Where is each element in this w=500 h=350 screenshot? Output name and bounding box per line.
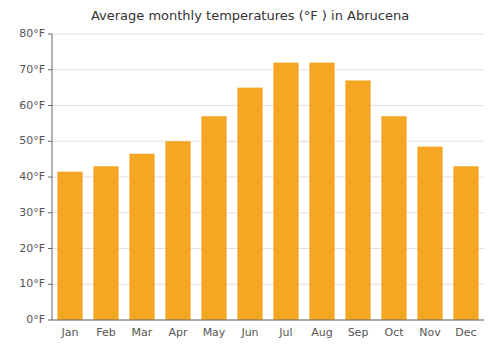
x-tick-label: Aug: [311, 326, 332, 339]
x-tick-label: Feb: [96, 326, 115, 339]
y-tick-label: 70°F: [19, 63, 45, 76]
x-tick-label: Jun: [240, 326, 258, 339]
bar: [57, 172, 82, 320]
bar: [345, 80, 370, 320]
x-tick-label: Oct: [384, 326, 404, 339]
x-tick-label: Apr: [168, 326, 188, 339]
y-axis-line: [52, 34, 53, 320]
bar: [93, 166, 118, 320]
y-tick-label: 80°F: [19, 27, 45, 40]
y-tick: [48, 105, 52, 106]
x-tick-label: Jan: [61, 326, 79, 339]
x-axis: Jan Feb Mar Apr May Jun Jul Aug Sep Oct Nov Dec: [52, 320, 484, 339]
chart-container: 0°F 10°F 20°F 30°F 40°F 50°F 60°F 70°F 80°F Jan Fe…: [0, 0, 500, 350]
x-tick-label: Mar: [132, 326, 153, 339]
bar: [129, 154, 154, 320]
bar: [201, 116, 226, 320]
y-tick: [48, 248, 52, 249]
x-axis-line: [52, 320, 484, 321]
bar: [309, 63, 334, 320]
y-tick: [48, 320, 52, 321]
chart-svg: 0°F 10°F 20°F 30°F 40°F 50°F 60°F 70°F 80°F Jan Fe…: [0, 0, 500, 350]
bar: [417, 147, 442, 320]
bar: [381, 116, 406, 320]
y-tick: [48, 212, 52, 213]
y-tick: [48, 69, 52, 70]
grid-line: [52, 105, 484, 106]
bar: [165, 141, 190, 320]
bars: [57, 63, 478, 320]
y-tick-label: 30°F: [19, 206, 45, 219]
bar: [453, 166, 478, 320]
grid-line: [52, 320, 484, 321]
x-tick-label: Jul: [278, 326, 292, 339]
y-tick: [48, 284, 52, 285]
x-tick-label: Sep: [348, 326, 369, 339]
y-tick-label: 20°F: [19, 242, 45, 255]
grid-line: [52, 34, 484, 35]
chart-title: Average monthly temperatures (°F ) in Ab…: [91, 8, 409, 23]
y-tick-label: 10°F: [19, 277, 45, 290]
y-tick: [48, 141, 52, 142]
y-tick-label: 0°F: [26, 313, 45, 326]
y-tick-label: 50°F: [19, 134, 45, 147]
y-tick-label: 60°F: [19, 99, 45, 112]
bar: [273, 63, 298, 320]
x-tick-label: May: [203, 326, 226, 339]
y-grid: [52, 34, 484, 320]
bar: [237, 88, 262, 320]
grid-line: [52, 69, 484, 70]
y-tick: [48, 34, 52, 35]
x-tick-label: Nov: [419, 326, 441, 339]
y-axis: 0°F 10°F 20°F 30°F 40°F 50°F 60°F 70°F 80°F: [19, 27, 52, 326]
grid-line: [52, 141, 484, 142]
y-tick-label: 40°F: [19, 170, 45, 183]
x-tick-label: Dec: [455, 326, 476, 339]
y-tick: [48, 177, 52, 178]
